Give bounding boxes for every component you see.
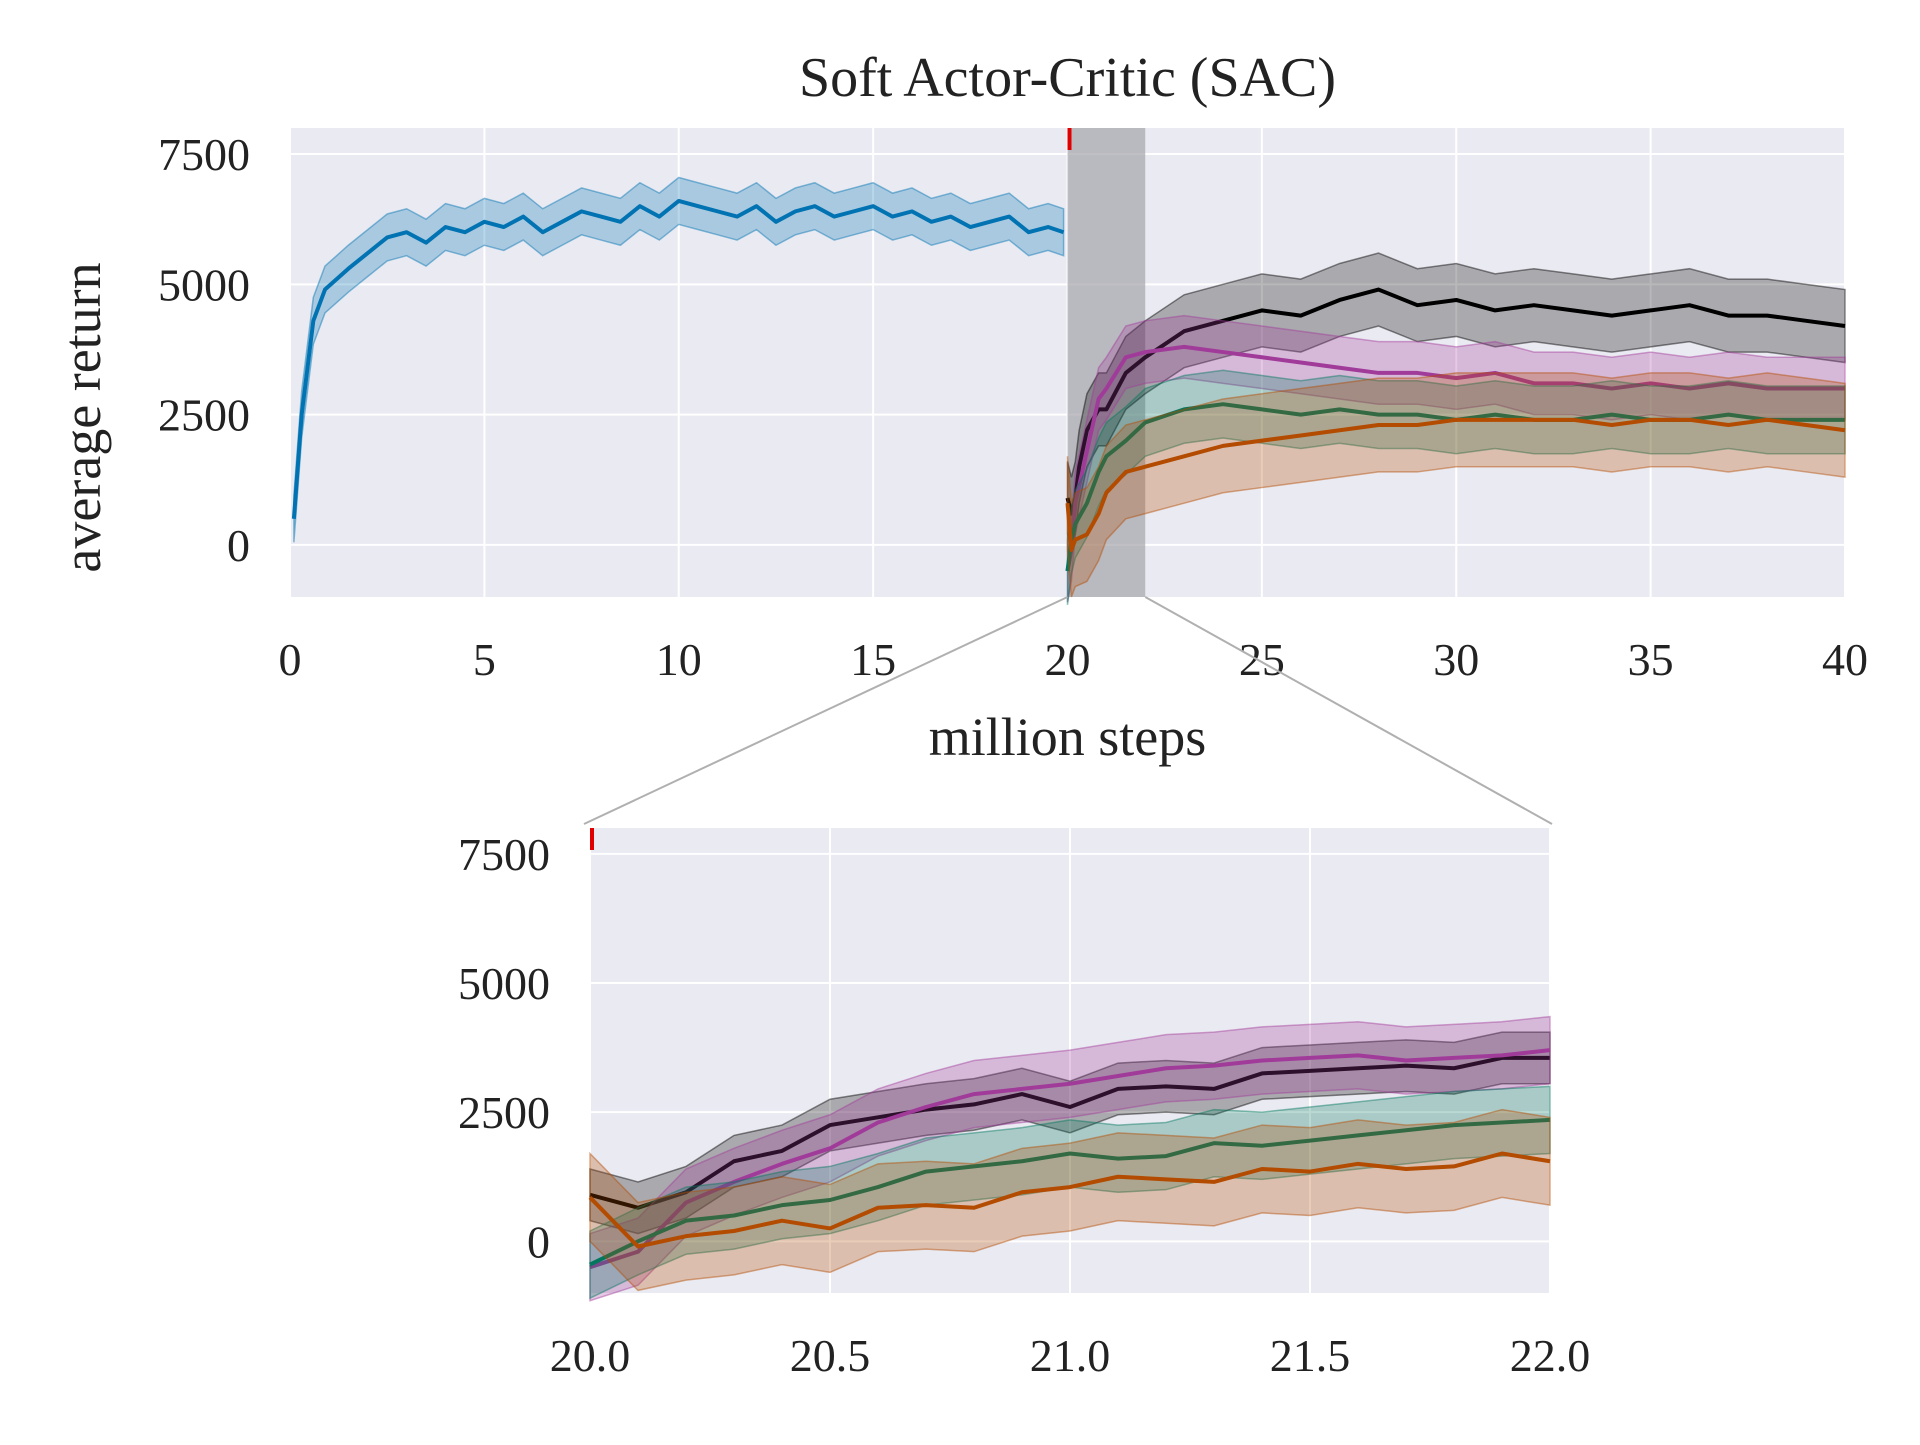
main-y-axis-label: average return: [52, 262, 112, 572]
main-x-tick-label: 40: [1822, 634, 1868, 685]
inset-y-tick-label: 0: [527, 1216, 550, 1267]
main-series-2-line: [1065, 344, 1845, 572]
inset-series-3-band: [589, 1108, 1551, 1292]
inset-series-2-line: [589, 1117, 1551, 1267]
main-x-tick-label: 15: [850, 634, 896, 685]
main-title: Soft Actor-Critic (SAC): [799, 47, 1336, 109]
main-plot: 0 5 10 15 20 25 30 35 40 0 2500 5000 7500 Soft Actor-…: [52, 47, 1868, 767]
main-series-0-band: [293, 176, 1065, 543]
inset-series-0-line: [589, 1055, 1550, 1210]
inset-y-tick-label: 2500: [458, 1087, 550, 1138]
inset-x-tick-label: 21.5: [1270, 1330, 1351, 1381]
main-x-tick-label: 5: [473, 634, 496, 685]
main-series-4-line: [1065, 417, 1846, 553]
inset-x-tick-label: 21.0: [1030, 1330, 1111, 1381]
inset-x-tick-label: 22.0: [1510, 1330, 1591, 1381]
inset-plot: 20.0 20.5 21.0 21.5 22.0 0 2500 5000 7500: [458, 828, 1590, 1381]
main-series-4-band: [1066, 372, 1846, 598]
zoom-connectors: [583, 596, 1553, 825]
inset-series-1-line: [589, 1048, 1551, 1270]
main-y-tick-label: 2500: [158, 390, 250, 441]
main-series-1-line: [1065, 287, 1846, 516]
main-x-tick-label: 25: [1239, 634, 1285, 685]
main-series-1-band: [1066, 252, 1846, 551]
inset-series-3-line: [588, 1151, 1551, 1249]
main-x-tick-label: 35: [1628, 634, 1674, 685]
main-series-3-band: [1066, 369, 1846, 605]
zoom-connector-left: [583, 596, 1068, 825]
inset-y-tick-label: 5000: [458, 958, 550, 1009]
main-x-tick-label: 10: [656, 634, 702, 685]
inset-series-1-band: [589, 1015, 1551, 1302]
inset-series-0-band: [589, 1031, 1551, 1235]
main-series-0-line: [291, 198, 1065, 519]
inset-x-tick-label: 20.5: [790, 1330, 871, 1381]
inset-x-tick-label: 20.0: [550, 1330, 631, 1381]
zoom-connector-right: [1144, 596, 1553, 825]
main-y-tick-label: 5000: [158, 259, 250, 310]
inset-y-tick-label: 7500: [458, 829, 550, 880]
main-x-axis-label: million steps: [929, 707, 1207, 767]
main-y-tick-label: 7500: [158, 129, 250, 180]
main-x-tick-label: 20: [1045, 634, 1091, 685]
main-y-tick-label: 0: [227, 520, 250, 571]
main-x-tick-label: 30: [1433, 634, 1479, 685]
main-x-tick-label: 0: [279, 634, 302, 685]
